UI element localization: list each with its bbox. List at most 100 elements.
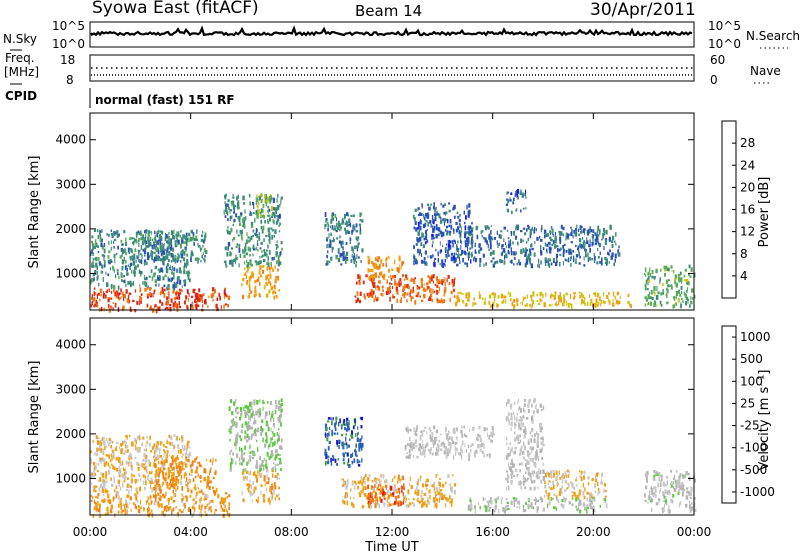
heatmap-cell (478, 294, 481, 299)
heatmap-cell (403, 496, 405, 500)
heatmap-cell (272, 434, 274, 438)
heatmap-cell (535, 458, 538, 461)
heatmap-cell (239, 217, 241, 221)
heatmap-cell (438, 299, 442, 304)
heatmap-cell (528, 466, 530, 471)
heatmap-cell (183, 468, 186, 471)
heatmap-cell (195, 469, 198, 474)
heatmap-cell (122, 243, 124, 246)
heatmap-cell (185, 298, 187, 302)
heatmap-cell (487, 437, 490, 440)
heatmap-cell (158, 306, 161, 312)
heatmap-cell (425, 233, 428, 236)
heatmap-cell (380, 474, 382, 478)
heatmap-cell (271, 206, 274, 211)
heatmap-cell (435, 276, 438, 281)
heatmap-cell (135, 505, 138, 510)
heatmap-cell (424, 426, 427, 430)
heatmap-cell (436, 212, 439, 216)
heatmap-cell (140, 237, 142, 241)
heatmap-cell (187, 305, 189, 311)
heatmap-cell (529, 248, 531, 253)
heatmap-cell (649, 267, 651, 272)
heatmap-cell (386, 287, 389, 292)
heatmap-cell (105, 438, 108, 441)
heatmap-cell (594, 242, 598, 245)
heatmap-cell (541, 447, 543, 452)
heatmap-cell (108, 454, 110, 459)
heatmap-cell (573, 292, 576, 295)
heatmap-cell (517, 434, 520, 439)
heatmap-cell (424, 222, 427, 227)
heatmap-cell (540, 239, 543, 242)
heatmap-cell (468, 256, 470, 261)
heatmap-cell (273, 284, 276, 289)
heatmap-cell (536, 409, 539, 414)
heatmap-cell (533, 486, 536, 491)
heatmap-cell (586, 237, 588, 242)
heatmap-cell (428, 298, 430, 301)
heatmap-cell (345, 242, 348, 246)
heatmap-cell (230, 215, 233, 219)
heatmap-cell (440, 220, 443, 224)
heatmap-cell (391, 278, 393, 281)
heatmap-cell (276, 476, 278, 481)
heatmap-cell (410, 484, 413, 490)
heatmap-cell (435, 498, 439, 502)
heatmap-cell (515, 423, 517, 427)
heatmap-cell (470, 448, 472, 453)
heatmap-cell (489, 238, 491, 242)
heatmap-cell (462, 299, 465, 304)
heatmap-cell (648, 301, 650, 305)
heatmap-cell (144, 465, 148, 470)
heatmap-cell (606, 295, 609, 299)
heatmap-cell (507, 398, 510, 402)
heatmap-cell (136, 235, 138, 238)
heatmap-cell (567, 257, 570, 263)
heatmap-cell (395, 286, 398, 292)
heatmap-cell (378, 266, 380, 270)
heatmap-cell (618, 245, 620, 249)
heatmap-cell (118, 465, 120, 469)
heatmap-cell (129, 265, 131, 270)
heatmap-cell (134, 257, 136, 261)
heatmap-cell (598, 491, 601, 494)
heatmap-cell (570, 226, 572, 230)
heatmap-cell (535, 404, 537, 409)
heatmap-cell (494, 498, 496, 502)
heatmap-cell (139, 287, 142, 293)
heatmap-cell (690, 267, 693, 272)
heatmap-cell (241, 234, 243, 240)
heatmap-cell (518, 502, 520, 506)
heatmap-cell (133, 253, 136, 259)
heatmap-cell (507, 237, 510, 240)
heatmap-cell (227, 230, 230, 235)
heatmap-cell (595, 298, 598, 303)
heatmap-cell (507, 480, 509, 483)
heatmap-cell (185, 495, 188, 498)
heatmap-cell (448, 247, 450, 251)
heatmap-cell (150, 252, 152, 257)
heatmap-cell (112, 233, 114, 238)
heatmap-cell (121, 266, 124, 271)
heatmap-cell (159, 230, 162, 233)
nave-label: Nave (750, 64, 781, 78)
heatmap-cell (647, 294, 650, 299)
heatmap-cell (172, 247, 175, 252)
heatmap-cell (193, 241, 195, 246)
heatmap-cell (262, 269, 264, 274)
heatmap-cell (544, 494, 546, 498)
heatmap-cell (176, 258, 179, 263)
heatmap-cell (455, 427, 458, 432)
heatmap-cell (538, 468, 540, 473)
heatmap-cell (190, 257, 192, 262)
heatmap-cell (354, 257, 357, 262)
heatmap-cell (533, 398, 536, 403)
heatmap-cell (431, 298, 434, 303)
heatmap-cell (509, 199, 512, 202)
heatmap-cell (153, 443, 156, 447)
heatmap-cell (495, 504, 497, 507)
heatmap-cell (582, 490, 585, 496)
heatmap-cell (535, 497, 537, 500)
